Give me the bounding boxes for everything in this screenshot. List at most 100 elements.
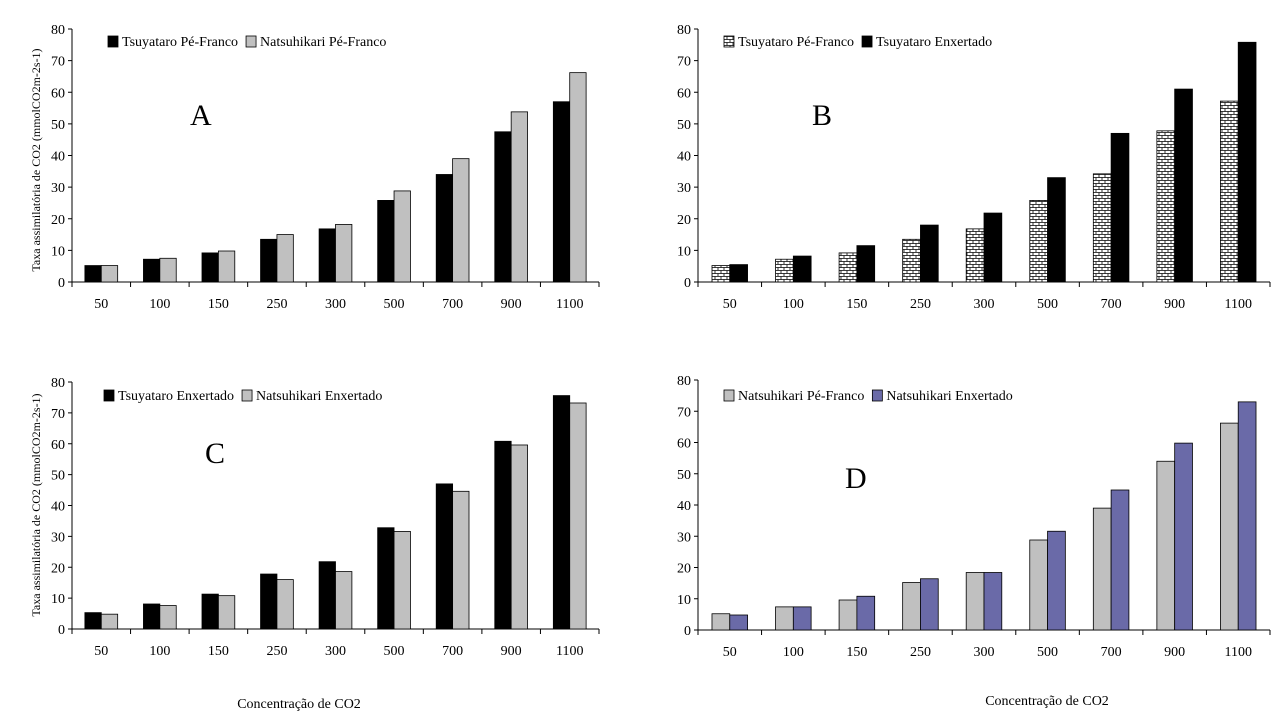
chart-panel-c: 0 10 20 30 40 50 60 70 80 50 100 150 250 300 500 700 900… (29, 376, 600, 712)
y-tick-label: 50 (51, 469, 65, 484)
y-tick-label: 60 (51, 86, 65, 101)
x-axis-label: Concentração de CO2 (237, 697, 361, 712)
legend: Tsuyataro Pé-Franco Natsuhikari Pé-Franco (107, 35, 386, 50)
y-tick-label: 70 (677, 55, 691, 70)
bar-c-s2-150 (217, 595, 236, 630)
legend-swatch (245, 35, 257, 48)
bar-c-s2-900 (510, 444, 528, 630)
bar-b-s2-100 (792, 255, 812, 283)
bar-b-s2-500 (1047, 177, 1066, 283)
bar-a-s2-150 (217, 250, 236, 283)
bar-a-s2-250 (276, 234, 294, 283)
y-tick-label: 50 (677, 468, 691, 483)
bar-d-s1-100 (775, 606, 794, 631)
legend-swatch (241, 389, 253, 402)
bar-b-s1-1100 (1220, 100, 1239, 283)
x-tick-label: 300 (325, 297, 346, 312)
bar-c-s1-900 (494, 440, 512, 630)
x-tick-label: 700 (1101, 645, 1122, 660)
bar-a-s2-100 (159, 257, 177, 283)
y-tick-label: 80 (51, 23, 65, 38)
legend: Natsuhikari Pé-Franco Natsuhikari Enxerta… (723, 389, 1013, 404)
legend-label: Tsuyataro Pé-Franco (738, 35, 854, 50)
bar-b-s2-300 (983, 212, 1003, 283)
bar-a-s1-1100 (552, 101, 571, 283)
x-tick-label: 100 (149, 644, 170, 659)
bar-d-s2-900 (1174, 442, 1193, 631)
legend-label: Natsuhikari Pé-Franco (738, 389, 864, 404)
x-tick-label: 50 (94, 644, 108, 659)
legend-swatch (107, 35, 119, 48)
bar-b-s1-900 (1156, 130, 1176, 283)
bar-d-s2-1100 (1237, 401, 1257, 631)
y-tick-label: 60 (51, 438, 65, 453)
x-tick-label: 1100 (1224, 645, 1251, 660)
x-tick-label: 300 (974, 297, 995, 312)
bar-a-s1-100 (143, 258, 161, 283)
bar-c-s1-100 (143, 603, 161, 630)
bar-c-s1-250 (260, 573, 278, 630)
y-tick-label: 80 (51, 376, 65, 391)
panel-label: D (845, 462, 867, 495)
bar-d-s1-250 (902, 582, 921, 631)
x-tick-label: 50 (723, 297, 737, 312)
bar-a-s1-700 (435, 174, 454, 283)
y-tick-label: 60 (677, 86, 691, 101)
y-tick-label: 50 (677, 118, 691, 133)
legend: Tsuyataro Pé-Franco Tsuyataro Enxertado (723, 35, 992, 50)
bar-c-s2-1100 (569, 402, 587, 630)
bar-c-s1-150 (201, 593, 219, 630)
x-tick-label: 250 (910, 645, 931, 660)
y-tick-label: 0 (684, 276, 691, 291)
bar-c-s2-700 (452, 490, 470, 630)
bar-b-s2-50 (729, 264, 748, 283)
bar-a-s1-50 (84, 265, 102, 283)
x-tick-label: 1100 (1224, 297, 1251, 312)
bar-b-s2-150 (856, 245, 876, 283)
legend-label: Tsuyataro Enxertado (876, 35, 992, 50)
y-axis-label: Taxa assimilatória de CO2 (mmolCO2m-2s-1… (29, 48, 43, 271)
bar-a-s2-500 (393, 190, 411, 283)
bar-b-s1-300 (965, 228, 985, 283)
x-tick-label: 700 (442, 297, 463, 312)
chart-panel-b: 0 10 20 30 40 50 60 70 80 50 100 150 250 300 500 700 900… (677, 23, 1271, 312)
bar-c-s1-300 (318, 561, 336, 630)
bar-d-s2-700 (1110, 489, 1130, 631)
bar-d-s1-300 (965, 572, 985, 631)
y-tick-label: 10 (677, 244, 691, 259)
x-tick-label: 300 (974, 645, 995, 660)
y-tick-label: 40 (677, 499, 691, 514)
legend-swatch (861, 35, 873, 48)
bar-a-s1-500 (377, 200, 395, 283)
bar-b-s1-100 (775, 258, 794, 283)
y-tick-label: 20 (51, 213, 65, 228)
x-tick-label: 50 (723, 645, 737, 660)
y-tick-label: 10 (51, 244, 65, 259)
x-tick-label: 100 (783, 297, 804, 312)
panel-label: C (205, 437, 225, 470)
y-tick-label: 20 (677, 213, 691, 228)
x-tick-label: 1100 (556, 297, 583, 312)
x-tick-label: 900 (1164, 645, 1185, 660)
y-tick-label: 40 (51, 500, 65, 515)
bar-b-s2-700 (1110, 132, 1130, 283)
bar-d-s2-500 (1047, 530, 1066, 631)
x-tick-label: 100 (783, 645, 804, 660)
y-tick-label: 50 (51, 118, 65, 133)
bar-c-s2-300 (335, 571, 353, 630)
x-tick-label: 700 (1101, 297, 1122, 312)
bar-a-s2-900 (510, 111, 528, 283)
bar-c-s1-700 (435, 483, 454, 630)
bar-a-s1-900 (494, 131, 512, 283)
bar-d-s1-1100 (1220, 422, 1239, 631)
y-axis-label: Taxa assimilatória de CO2 (mmolCO2m-2s-1… (29, 393, 43, 616)
bar-d-s1-700 (1092, 507, 1112, 631)
y-tick-label: 40 (677, 150, 691, 165)
bar-a-s2-1100 (569, 72, 587, 283)
bar-b-s1-700 (1092, 173, 1112, 283)
x-tick-label: 900 (1164, 297, 1185, 312)
bar-a-s2-700 (452, 158, 470, 283)
bar-b-s1-500 (1029, 200, 1048, 283)
bar-c-s2-50 (100, 613, 119, 630)
